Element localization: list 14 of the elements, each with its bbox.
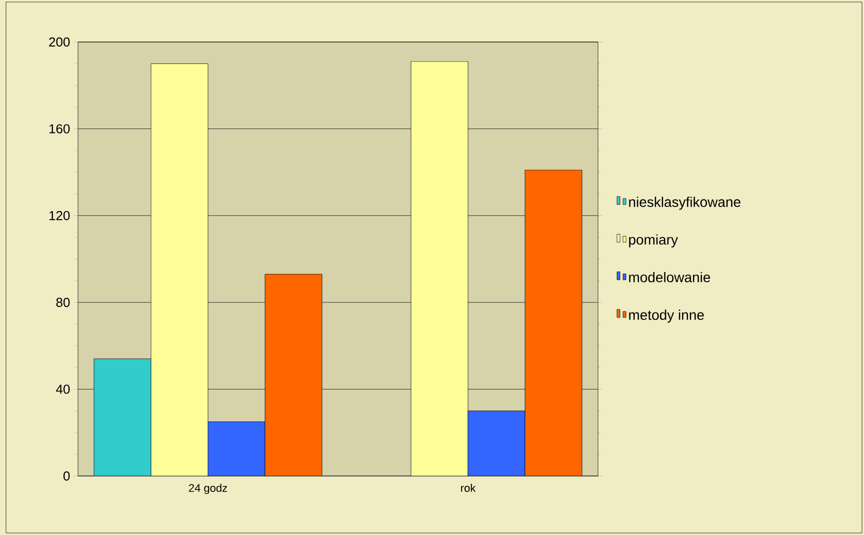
- legend-label: modelowanie: [629, 272, 710, 282]
- y-tick-label: 40: [56, 384, 70, 394]
- legend-label: metody inne: [629, 310, 704, 323]
- legend-label: pomiary: [629, 234, 678, 248]
- bar: [264, 274, 322, 476]
- x-tick-label: rok: [461, 484, 476, 492]
- y-tick-label: 80: [56, 298, 70, 307]
- y-tick-label: 200: [49, 37, 70, 47]
- y-tick-label: 0: [63, 471, 70, 481]
- y-tick-label: 160: [49, 124, 70, 134]
- x-tick-label: 24 godz: [188, 484, 228, 494]
- y-tick-label: 120: [49, 210, 70, 220]
- legend-label: niesklasyfikowane: [629, 196, 740, 210]
- bar: [524, 170, 582, 476]
